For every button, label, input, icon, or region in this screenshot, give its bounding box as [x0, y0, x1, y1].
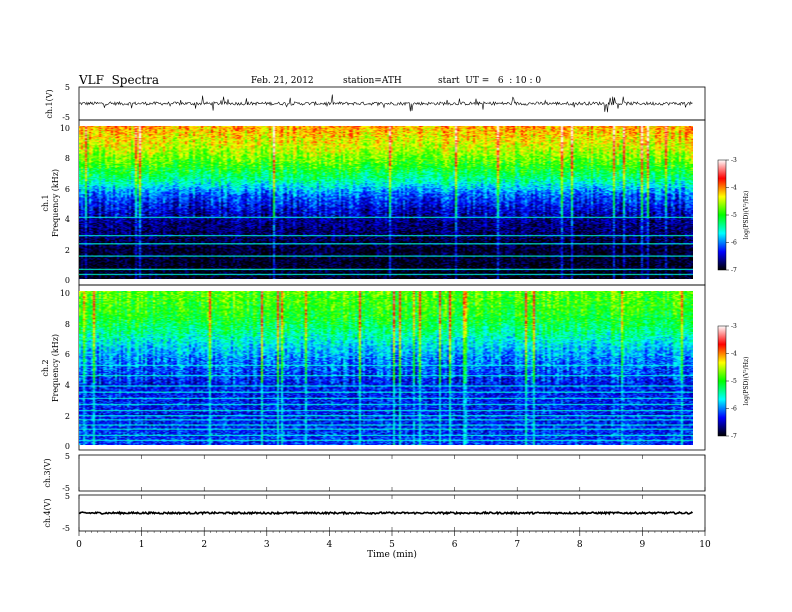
colorbar-ch1: -3 -4 -5 -6 -7 log(PSD)(V²/Hz) — [717, 157, 750, 274]
spec1-ytick-4: 4 — [65, 215, 70, 224]
x-axis-label: Time (min) — [367, 549, 417, 560]
ch4-waveform-line — [78, 510, 694, 516]
x-tick-label: 6 — [452, 540, 458, 550]
spec1-ytick-0: 0 — [65, 276, 70, 285]
x-tick-label: 4 — [327, 540, 333, 550]
colorbar-ch2-label: log(PSD)(V²/Hz) — [743, 357, 750, 406]
ch1-ytick-bottom: -5 — [62, 113, 70, 122]
spec1-ytick-6: 6 — [65, 185, 70, 194]
spec2-ytick-8: 8 — [65, 320, 70, 329]
ch4-ylabel: ch.4(V) — [43, 498, 52, 527]
ch1-spectrogram-image — [79, 126, 693, 279]
ch3-ylabel: ch.3(V) — [43, 458, 52, 487]
date-label: Feb. 21, 2012 — [251, 76, 314, 86]
spec1-ytick-2: 2 — [65, 246, 70, 255]
spec1-ylabel-channel: ch.1 — [41, 194, 50, 211]
ch3-ytick-top: 5 — [65, 452, 70, 461]
x-tick-label: 10 — [699, 540, 711, 550]
colorbar-tick-label: -7 — [731, 433, 737, 440]
x-tick-label: 8 — [577, 540, 583, 550]
chart-title: VLF Spectra — [79, 73, 160, 87]
colorbar-tick-label: -4 — [731, 185, 737, 192]
ch2-spectrogram-image — [79, 291, 693, 445]
spec1-ytick-8: 8 — [65, 154, 70, 163]
x-tick-label: 0 — [76, 540, 82, 550]
ch4-ytick-top: 5 — [65, 492, 70, 501]
ch1-ylabel: ch.1(V) — [45, 89, 54, 118]
colorbar-tick-label: -7 — [731, 267, 737, 274]
x-tick-label: 9 — [640, 540, 646, 550]
spec2-ytick-4: 4 — [65, 381, 70, 390]
ch3-ytick-bottom: -5 — [62, 484, 70, 493]
time-axis: 0 1 2 3 4 5 6 7 8 9 10 — [76, 531, 711, 550]
spec2-ylabel-frequency: Frequency (kHz) — [51, 334, 60, 402]
spec2-ytick-2: 2 — [65, 412, 70, 421]
colorbar-tick-label: -3 — [731, 323, 737, 330]
colorbar-tick-label: -5 — [731, 378, 737, 385]
spec2-ytick-0: 0 — [65, 442, 70, 451]
ch4-ytick-bottom: -5 — [62, 524, 70, 533]
station-label: station=ATH — [343, 76, 402, 86]
ch4-waveform-panel: 5 -5 ch.4(V) — [43, 492, 706, 533]
spec2-ytick-10: 10 — [60, 289, 70, 298]
start-time-label: start UT = 6 : 10 : 0 — [438, 76, 542, 86]
spec1-ylabel-frequency: Frequency (kHz) — [51, 169, 60, 237]
x-tick-label: 5 — [389, 540, 395, 550]
colorbar-tick-label: -6 — [731, 406, 737, 413]
ch1-spectrogram-panel: 10 8 6 4 2 0 ch.1 Frequency (kHz) — [41, 119, 706, 286]
x-tick-label: 1 — [139, 540, 145, 550]
spec2-ylabel-channel: ch.2 — [41, 359, 50, 376]
spec2-ytick-6: 6 — [65, 350, 70, 359]
colorbar-tick-label: -4 — [731, 351, 737, 358]
x-tick-label: 2 — [201, 540, 207, 550]
x-tick-label: 3 — [264, 540, 270, 550]
colorbar-ch1-label: log(PSD)(V²/Hz) — [743, 191, 750, 240]
x-tick-label: 7 — [514, 540, 520, 550]
ch2-spectrogram-panel: 10 8 6 4 2 0 ch.2 Frequency (kHz) — [41, 284, 706, 451]
colorbar-ch2: -3 -4 -5 -6 -7 log(PSD)(V²/Hz) — [717, 323, 750, 440]
ch1-ytick-top: 5 — [65, 83, 70, 92]
spec1-ytick-10: 10 — [60, 124, 70, 133]
ch1-waveform-line — [78, 94, 693, 113]
ch3-waveform-panel: 5 -5 ch.3(V) — [43, 452, 706, 493]
colorbar-tick-label: -6 — [731, 240, 737, 247]
ch1-waveform-panel: 5 -5 ch.1(V) — [45, 83, 706, 122]
colorbar-tick-label: -3 — [731, 157, 737, 164]
colorbar-tick-label: -5 — [731, 212, 737, 219]
